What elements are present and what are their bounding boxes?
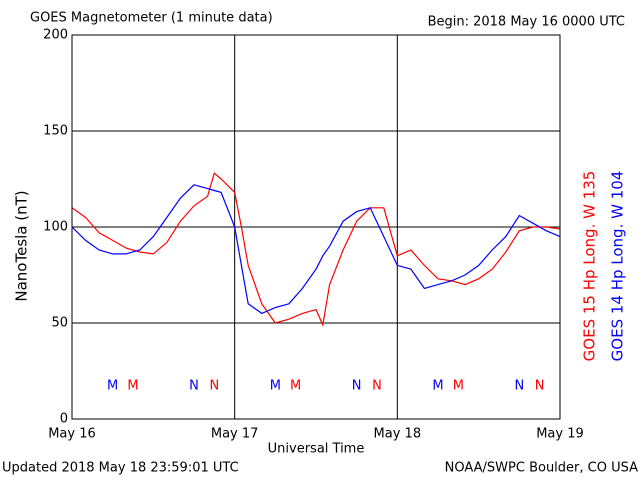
- footer-left: Updated 2018 May 18 23:59:01 UTC: [2, 461, 239, 476]
- chart-subtitle: Begin: 2018 May 16 0000 UTC: [428, 15, 625, 30]
- marker-label: N: [209, 379, 219, 394]
- marker-label: N: [189, 379, 199, 394]
- y-axis-label: NanoTesla (nT): [13, 190, 31, 301]
- x-axis-label: Universal Time: [268, 442, 365, 457]
- marker-label: N: [372, 379, 382, 394]
- series-line: [71, 184, 561, 315]
- y-tick-label: 50: [51, 316, 68, 331]
- marker-label: M: [270, 379, 281, 394]
- series-line: [71, 172, 561, 327]
- marker-label: M: [290, 379, 301, 394]
- marker-label: M: [107, 379, 118, 394]
- plot-frame: [71, 34, 561, 420]
- y-tick-label: 100: [43, 220, 68, 235]
- footer-right: NOAA/SWPC Boulder, CO USA: [445, 461, 638, 476]
- marker-label: N: [535, 379, 545, 394]
- chart-title: GOES Magnetometer (1 minute data): [30, 11, 273, 26]
- legend-entry: GOES 15 Hp Long. W 135: [581, 171, 599, 362]
- x-tick-label: May 18: [374, 427, 422, 442]
- marker-label: M: [127, 379, 138, 394]
- marker-label: M: [432, 379, 443, 394]
- marker-label: M: [453, 379, 464, 394]
- x-tick-label: May 19: [536, 427, 584, 442]
- x-tick-label: May 16: [48, 427, 96, 442]
- legend-entry: GOES 14 Hp Long. W 104: [609, 171, 627, 362]
- y-tick-label: 0: [60, 412, 68, 427]
- y-tick-label: 200: [43, 28, 68, 43]
- marker-label: N: [514, 379, 524, 394]
- x-tick-label: May 17: [211, 427, 259, 442]
- marker-label: N: [352, 379, 362, 394]
- y-tick-label: 150: [43, 124, 68, 139]
